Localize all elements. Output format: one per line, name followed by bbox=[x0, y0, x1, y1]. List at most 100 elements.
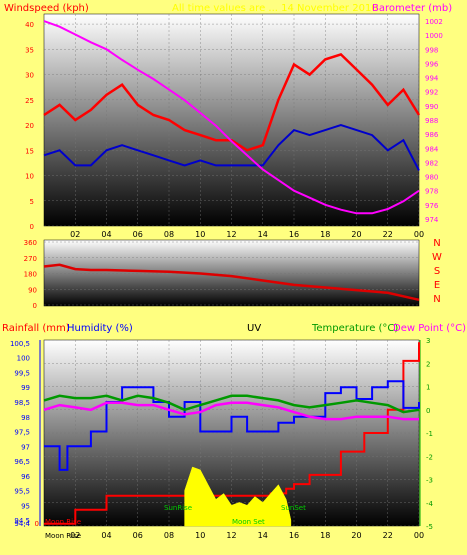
humidity-y-tick: 95,5 bbox=[14, 488, 30, 496]
compass-label: N bbox=[433, 294, 440, 305]
humidity-y-tick: 100 bbox=[17, 355, 30, 363]
barometer-y-tick: 984 bbox=[425, 145, 439, 153]
temp-y-tick: -3 bbox=[426, 477, 433, 485]
humidity-label: Humidity (%) bbox=[67, 323, 133, 334]
sunrise-label: SunRise bbox=[164, 504, 192, 512]
chart-title: All time values are ... 14 November 2010 bbox=[172, 3, 378, 14]
direction-y-tick: 180 bbox=[24, 271, 37, 279]
wind-direction-series-line bbox=[43, 263, 420, 302]
temp-x-tick: 00 bbox=[414, 531, 424, 540]
humidity-y-tick: 98,5 bbox=[14, 399, 30, 407]
temp-y-tick: 0 bbox=[426, 407, 430, 415]
wind-x-tick: 00 bbox=[414, 230, 424, 239]
barometer-y-tick: 990 bbox=[425, 103, 438, 111]
wind-y-tick: 40 bbox=[25, 21, 34, 29]
barometer-y-tick: 986 bbox=[425, 131, 439, 139]
sunset-label: SunSet bbox=[281, 504, 306, 512]
barometer-y-tick: 1002 bbox=[425, 18, 443, 26]
humidity-y-tick: 97,5 bbox=[14, 429, 30, 437]
wind-y-tick: 30 bbox=[25, 72, 34, 80]
temp-y-tick: -1 bbox=[426, 430, 433, 438]
temp-x-tick: 04 bbox=[101, 531, 111, 540]
wind-x-tick: 18 bbox=[320, 230, 330, 239]
rain-humidity-temp-panel: Rainfall (mm) Humidity (%) UV Temperatur… bbox=[2, 323, 466, 540]
wind-y-tick: 15 bbox=[25, 147, 34, 155]
wind-x-tick: 14 bbox=[258, 230, 268, 239]
temp-x-tick: 20 bbox=[351, 531, 361, 540]
barometer-y-tick: 996 bbox=[425, 60, 439, 68]
temp-y-tick: 2 bbox=[426, 360, 430, 368]
humidity-y-tick: 99,5 bbox=[14, 369, 30, 377]
wind-x-tick: 22 bbox=[383, 230, 393, 239]
barometer-label: Barometer (mb) bbox=[372, 3, 452, 14]
humidity-y-tick: 100,5 bbox=[10, 340, 30, 348]
wind-x-tick: 16 bbox=[289, 230, 299, 239]
wind-y-tick: 25 bbox=[25, 97, 34, 105]
temperature-series-line bbox=[43, 394, 420, 414]
dew_point-series-line bbox=[43, 401, 419, 421]
temp-x-tick: 16 bbox=[289, 531, 299, 540]
dewpoint-label: Dew Point (°C) bbox=[393, 323, 466, 334]
avg_wind-series-line bbox=[43, 123, 420, 171]
wind-y-tick: 20 bbox=[25, 122, 34, 130]
temp-x-tick: 14 bbox=[258, 531, 268, 540]
wind-x-tick: 20 bbox=[351, 230, 361, 239]
temp-x-tick: 12 bbox=[226, 531, 236, 540]
temp-x-tick: 02 bbox=[70, 531, 80, 540]
temp-y-tick: -5 bbox=[426, 523, 433, 531]
humidity-y-tick: 95 bbox=[21, 502, 30, 510]
compass-label: W bbox=[432, 252, 442, 263]
compass-label: S bbox=[434, 266, 440, 277]
compass-label: E bbox=[434, 280, 440, 291]
direction-y-tick: 270 bbox=[24, 255, 37, 263]
humidity-y-tick: 94,4 bbox=[14, 520, 30, 528]
temp-y-tick: -4 bbox=[426, 500, 434, 508]
uv-series-area bbox=[184, 466, 292, 527]
direction-y-tick: 90 bbox=[28, 286, 37, 294]
moon-rise-label: Moon Rise bbox=[45, 518, 81, 526]
temperature-label: Temperature (°C) bbox=[311, 323, 398, 334]
wind-x-tick: 08 bbox=[164, 230, 174, 239]
wind-y-tick: 35 bbox=[25, 46, 34, 54]
uv-label: UV bbox=[247, 323, 261, 334]
temp-x-tick: 10 bbox=[195, 531, 205, 540]
wind-x-tick: 06 bbox=[133, 230, 143, 239]
barometer-y-tick: 980 bbox=[425, 174, 438, 182]
temp-y-tick: 1 bbox=[426, 384, 430, 392]
barometer-y-tick: 1000 bbox=[425, 32, 443, 40]
direction-plot-area bbox=[43, 239, 420, 307]
barometer-y-tick: 992 bbox=[425, 89, 438, 97]
windspeed-label: Windspeed (kph) bbox=[4, 3, 89, 14]
humidity-y-tick: 98 bbox=[21, 414, 30, 422]
barometer-y-tick: 978 bbox=[425, 188, 438, 196]
temp-x-tick: 22 bbox=[383, 531, 393, 540]
direction-y-tick: 0 bbox=[33, 302, 37, 310]
humidity-y-tick: 96 bbox=[21, 473, 30, 481]
humidity-y-tick: 96,5 bbox=[14, 458, 30, 466]
wind-x-tick: 04 bbox=[101, 230, 111, 239]
wind-x-tick: 12 bbox=[226, 230, 236, 239]
barometer-y-tick: 994 bbox=[425, 75, 439, 83]
barometer-y-tick: 976 bbox=[425, 202, 439, 210]
wind-y-tick: 10 bbox=[25, 173, 34, 181]
compass-label: N bbox=[433, 238, 440, 249]
humidity-y-tick: 97 bbox=[21, 443, 30, 451]
humidity-y-tick: 94,5 bbox=[14, 517, 30, 525]
wind-y-tick: 0 bbox=[30, 223, 34, 231]
barometer-y-tick: 998 bbox=[425, 46, 438, 54]
barometer-y-tick: 988 bbox=[425, 117, 438, 125]
barometer-y-tick: 974 bbox=[425, 216, 439, 224]
temp-x-tick: 06 bbox=[133, 531, 143, 540]
temp-y-tick: 3 bbox=[426, 337, 430, 345]
barometer-y-tick: 982 bbox=[425, 159, 438, 167]
wind-x-tick: 10 bbox=[195, 230, 205, 239]
humidity-y-tick: 99 bbox=[21, 384, 30, 392]
temp-x-tick: 18 bbox=[320, 531, 330, 540]
temp-y-tick: -2 bbox=[426, 453, 433, 461]
moon-rise-axis-label: Moon Rise bbox=[45, 532, 81, 540]
wind-barometer-panel: Windspeed (kph) All time values are ... … bbox=[4, 3, 452, 239]
rain-y-tick: 0 bbox=[35, 520, 39, 528]
temp-x-tick: 08 bbox=[164, 531, 174, 540]
